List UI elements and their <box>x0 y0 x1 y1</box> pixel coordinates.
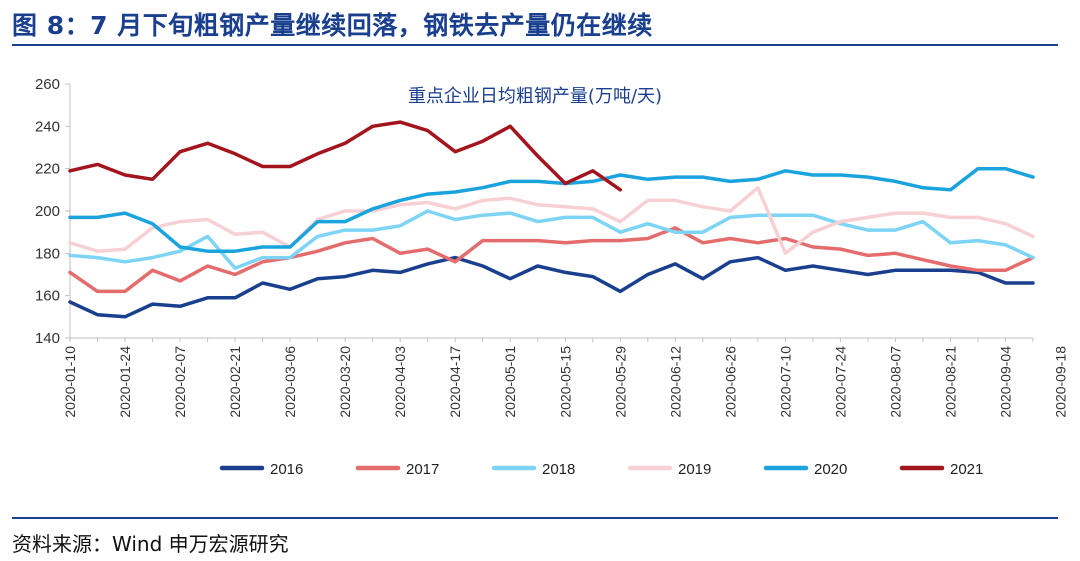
legend-label-2016: 2016 <box>270 461 303 478</box>
y-tick-label: 140 <box>35 330 60 347</box>
x-tick-label: 2020-02-21 <box>227 346 243 418</box>
x-tick-label: 2020-08-21 <box>942 346 958 418</box>
footer-divider <box>12 517 1058 519</box>
figure-title: 图 8：7 月下旬粗钢产量继续回落，钢铁去产量仍在继续 <box>12 11 653 40</box>
x-tick-label: 2020-03-20 <box>337 346 353 418</box>
x-tick-label: 2020-08-07 <box>887 346 903 418</box>
y-tick-label: 180 <box>35 245 60 262</box>
x-tick-label: 2020-05-29 <box>612 346 628 418</box>
x-tick-label: 2020-02-07 <box>172 346 188 418</box>
legend-label-2021: 2021 <box>950 461 983 478</box>
series-line-2019 <box>68 185 1035 256</box>
x-tick-label: 2020-04-03 <box>392 346 408 418</box>
chart-axes: 140 160 180 200 220 240 260 2020-01-10 2020-01-2… <box>35 76 1069 418</box>
x-tick-label: 2020-09-04 <box>997 346 1013 418</box>
series-line-2020 <box>68 166 1035 253</box>
x-tick-label: 2020-09-18 <box>1053 346 1069 418</box>
x-tick-label: 2020-07-24 <box>832 346 848 418</box>
source-note: 资料来源：Wind 申万宏源研究 <box>12 532 289 556</box>
y-tick-label: 160 <box>35 288 60 305</box>
legend-label-2019: 2019 <box>678 461 711 478</box>
y-tick-label: 260 <box>35 76 60 93</box>
y-tick-label: 200 <box>35 203 60 220</box>
x-tick-label: 2020-07-10 <box>777 346 793 418</box>
legend-label-2020: 2020 <box>814 461 847 478</box>
chart-series <box>68 120 1035 319</box>
x-tick-label: 2020-05-01 <box>502 346 518 418</box>
chart-title: 重点企业日均粗钢产量(万吨/天) <box>408 86 662 107</box>
series-line-2016 <box>68 255 1035 319</box>
x-tick-label: 2020-04-17 <box>447 346 463 418</box>
series-line-2017 <box>68 226 1035 294</box>
y-tick-label: 240 <box>35 118 60 135</box>
x-tick-label: 2020-06-12 <box>667 346 683 418</box>
x-tick-label: 2020-01-24 <box>117 346 133 418</box>
legend-label-2018: 2018 <box>542 461 575 478</box>
x-tick-label: 2020-03-06 <box>282 346 298 418</box>
x-tick-label: 2020-01-10 <box>62 346 78 418</box>
x-tick-label: 2020-06-26 <box>722 346 738 418</box>
series-line-2021 <box>68 120 623 192</box>
x-tick-label: 2020-05-15 <box>557 346 573 418</box>
chart-legend: 2016 2017 2018 2019 2020 2021 <box>219 461 983 478</box>
y-tick-label: 220 <box>35 161 60 178</box>
legend-label-2017: 2017 <box>406 461 439 478</box>
series-line-2018 <box>68 209 1035 270</box>
title-divider <box>12 44 1058 46</box>
